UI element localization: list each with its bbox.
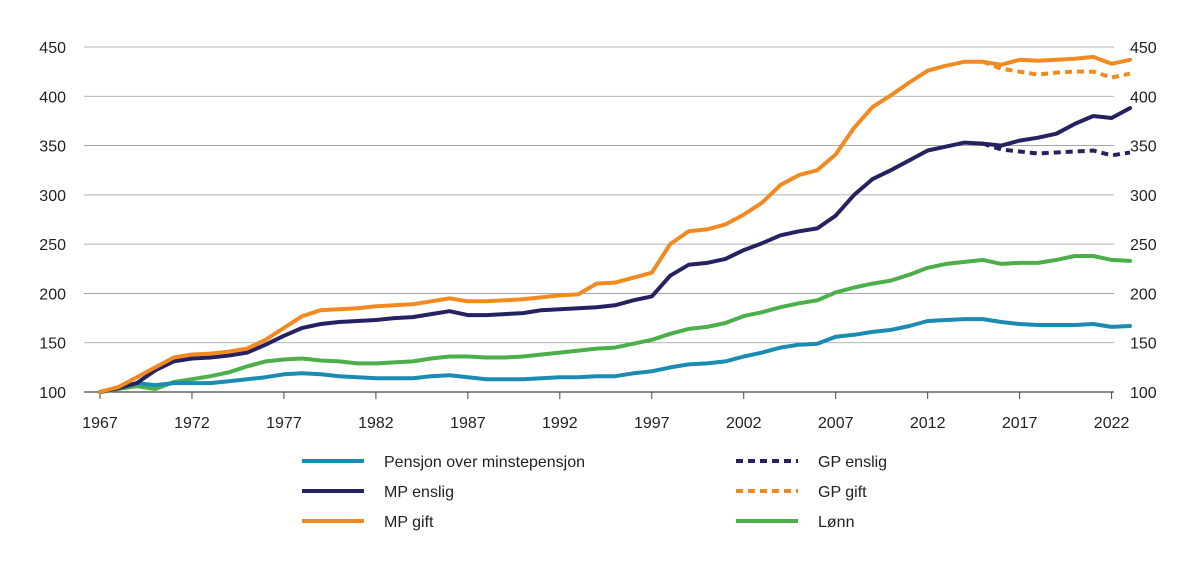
- y-tick-label-left: 250: [39, 237, 66, 254]
- right-y-axis: 100 150 200 250 300 350 400 450: [1130, 40, 1157, 402]
- series-line-mp-gift: [98, 54, 1132, 394]
- x-tick-label: 1972: [174, 415, 210, 432]
- series-group: [98, 54, 1132, 394]
- x-tick-label: 1987: [450, 415, 486, 432]
- legend: Pensjon over minstepensjon GP enslig MP en…: [302, 454, 887, 531]
- y-tick-label-right: 450: [1130, 40, 1157, 57]
- y-tick-label-left: 400: [39, 89, 66, 106]
- left-y-axis: 100 150 200 250 300 350 400 450: [39, 40, 66, 402]
- series-line-l-nn: [98, 254, 1132, 394]
- y-tick-label-right: 100: [1130, 385, 1157, 402]
- y-tick-label-left: 300: [39, 188, 66, 205]
- y-tick-label-left: 350: [39, 139, 66, 156]
- series-line-gp-gift: [982, 59, 1131, 80]
- x-tick-label: 1982: [358, 415, 394, 432]
- x-axis: 1967 1972 1977 1982 1987 1992 1997 2002 2007 2012…: [82, 392, 1130, 432]
- series-line-pensjon-over-minstepensjon: [98, 317, 1132, 394]
- y-tick-label-left: 450: [39, 40, 66, 57]
- legend-label: MP enslig: [384, 484, 454, 501]
- series-line-gp-enslig: [982, 141, 1131, 158]
- legend-label: Lønn: [818, 514, 854, 531]
- legend-label: GP enslig: [818, 454, 887, 471]
- x-tick-label: 1967: [82, 415, 118, 432]
- y-tick-label-left: 150: [39, 336, 66, 353]
- x-tick-label: 1992: [542, 415, 578, 432]
- x-tick-label: 1997: [634, 415, 670, 432]
- x-tick-label: 2007: [818, 415, 854, 432]
- legend-label: GP gift: [818, 484, 867, 501]
- x-tick-label: 2002: [726, 415, 762, 432]
- x-tick-label: 2012: [910, 415, 946, 432]
- y-tick-label-left: 200: [39, 286, 66, 303]
- y-tick-label-right: 200: [1130, 286, 1157, 303]
- series-line-mp-enslig: [98, 106, 1132, 394]
- legend-label: Pensjon over minstepensjon: [384, 454, 585, 471]
- y-tick-label-right: 150: [1130, 336, 1157, 353]
- x-tick-label: 2022: [1094, 415, 1130, 432]
- y-tick-label-right: 350: [1130, 139, 1157, 156]
- x-tick-label: 1977: [266, 415, 302, 432]
- y-tick-label-right: 400: [1130, 89, 1157, 106]
- legend-label: MP gift: [384, 514, 434, 531]
- y-tick-label-right: 300: [1130, 188, 1157, 205]
- gridlines: [84, 46, 1114, 393]
- x-tick-label: 2017: [1002, 415, 1038, 432]
- y-tick-label-left: 100: [39, 385, 66, 402]
- y-tick-label-right: 250: [1130, 237, 1157, 254]
